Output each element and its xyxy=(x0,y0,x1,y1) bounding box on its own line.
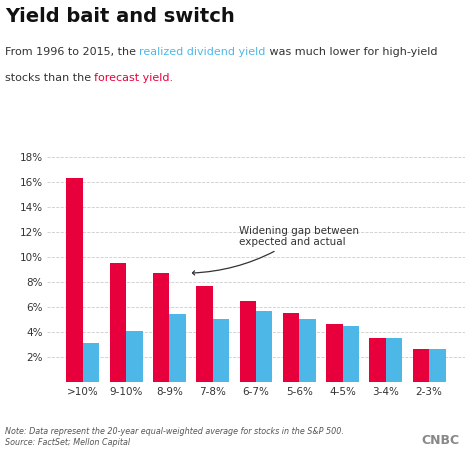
Bar xyxy=(109,263,126,382)
Bar xyxy=(413,349,429,382)
Bar xyxy=(66,178,83,382)
Bar xyxy=(256,311,273,382)
Text: CNBC: CNBC xyxy=(422,434,460,447)
Bar xyxy=(299,319,316,382)
Text: Note: Data represent the 20-year equal-weighted average for stocks in the S&P 50: Note: Data represent the 20-year equal-w… xyxy=(5,427,344,447)
Text: was much lower for high-yield: was much lower for high-yield xyxy=(265,47,437,57)
Bar xyxy=(153,273,169,382)
Bar xyxy=(213,319,229,382)
Bar xyxy=(196,286,213,382)
Text: From 1996 to 2015, the: From 1996 to 2015, the xyxy=(5,47,139,57)
Text: stocks than the: stocks than the xyxy=(5,73,94,83)
Bar xyxy=(83,343,99,382)
Bar xyxy=(343,326,359,382)
Text: forecast yield.: forecast yield. xyxy=(94,73,173,83)
Bar xyxy=(369,338,386,382)
Text: Widening gap between
expected and actual: Widening gap between expected and actual xyxy=(192,226,359,275)
Bar xyxy=(169,314,186,382)
Bar xyxy=(326,324,343,382)
Text: Yield bait and switch: Yield bait and switch xyxy=(5,7,235,26)
Bar xyxy=(386,338,402,382)
Bar xyxy=(239,300,256,382)
Bar xyxy=(126,330,143,382)
Bar xyxy=(283,313,299,382)
Bar xyxy=(429,349,446,382)
Text: realized dividend yield: realized dividend yield xyxy=(139,47,265,57)
